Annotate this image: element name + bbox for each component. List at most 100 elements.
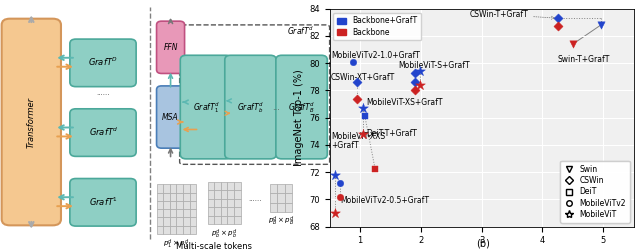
Bar: [170, 201, 177, 209]
Bar: [285, 184, 292, 193]
Bar: [214, 182, 221, 190]
Bar: [234, 216, 241, 224]
Bar: [207, 190, 214, 199]
Bar: [157, 217, 163, 226]
Text: GrafT$^D$: GrafT$^D$: [88, 56, 118, 68]
Bar: [285, 202, 292, 212]
Bar: [177, 192, 183, 201]
Bar: [189, 184, 196, 192]
Bar: [221, 199, 227, 207]
Bar: [170, 192, 177, 201]
Point: [358, 106, 368, 110]
Point: [352, 80, 362, 84]
Bar: [183, 209, 189, 217]
Bar: [214, 190, 221, 199]
Bar: [170, 226, 177, 234]
Text: GrafT$_b^d$: GrafT$_b^d$: [237, 100, 264, 115]
Bar: [183, 201, 189, 209]
Text: $p_1^d \times p_1^d$: $p_1^d \times p_1^d$: [163, 237, 189, 249]
Text: CSWin-XT+GrafT: CSWin-XT+GrafT: [331, 72, 395, 82]
Point: [335, 181, 345, 185]
Point: [348, 60, 358, 64]
Bar: [277, 202, 285, 212]
Bar: [227, 182, 234, 190]
Bar: [177, 201, 183, 209]
Text: MobileViT-XXS
+GrafT: MobileViT-XXS +GrafT: [331, 132, 385, 150]
Bar: [163, 217, 170, 226]
Bar: [207, 199, 214, 207]
Bar: [234, 199, 241, 207]
Bar: [214, 207, 221, 216]
Text: $p_B^d \times p_B^d$: $p_B^d \times p_B^d$: [268, 215, 294, 228]
FancyBboxPatch shape: [70, 39, 136, 87]
Bar: [157, 201, 163, 209]
Bar: [189, 217, 196, 226]
Bar: [170, 184, 177, 192]
Bar: [285, 193, 292, 202]
Bar: [183, 226, 189, 234]
Bar: [157, 226, 163, 234]
Bar: [270, 184, 277, 193]
Text: FFN: FFN: [163, 43, 178, 52]
Text: Swin-T+GrafT: Swin-T+GrafT: [557, 55, 610, 64]
Bar: [170, 209, 177, 217]
FancyBboxPatch shape: [225, 55, 276, 159]
Point: [568, 42, 578, 46]
Bar: [234, 190, 241, 199]
Bar: [163, 184, 170, 192]
Bar: [189, 226, 196, 234]
Bar: [207, 182, 214, 190]
Bar: [163, 209, 170, 217]
Bar: [227, 207, 234, 216]
Point: [352, 97, 362, 101]
Bar: [207, 216, 214, 224]
Point: [553, 24, 563, 28]
FancyBboxPatch shape: [70, 109, 136, 156]
Text: Multi-scale tokens: Multi-scale tokens: [176, 242, 252, 249]
Bar: [207, 207, 214, 216]
Text: GrafT$^d$: GrafT$^d$: [88, 126, 118, 138]
Text: DeiT-T+GrafT: DeiT-T+GrafT: [366, 129, 417, 138]
Bar: [221, 207, 227, 216]
Text: ...: ...: [272, 103, 280, 112]
Bar: [189, 192, 196, 201]
Bar: [221, 182, 227, 190]
Bar: [157, 192, 163, 201]
Text: GrafT$^d$: GrafT$^d$: [287, 25, 313, 37]
Point: [330, 173, 340, 177]
FancyBboxPatch shape: [157, 21, 184, 73]
FancyBboxPatch shape: [2, 19, 61, 225]
Text: GrafT$^1$: GrafT$^1$: [89, 195, 117, 208]
FancyBboxPatch shape: [180, 55, 232, 159]
Text: GrafT$_B^d$: GrafT$_B^d$: [288, 100, 315, 115]
Bar: [270, 202, 277, 212]
Text: ......: ......: [96, 90, 109, 96]
Point: [553, 16, 563, 20]
FancyBboxPatch shape: [276, 55, 327, 159]
Bar: [163, 226, 170, 234]
Text: ......: ......: [249, 196, 262, 202]
Text: Transformer: Transformer: [27, 96, 36, 148]
Bar: [183, 192, 189, 201]
Point: [360, 114, 370, 118]
Bar: [221, 216, 227, 224]
Bar: [227, 190, 234, 199]
Point: [410, 71, 420, 75]
Text: MobileViTv2-1.0+GrafT: MobileViTv2-1.0+GrafT: [332, 52, 420, 61]
Bar: [189, 209, 196, 217]
Legend: Swin, CSWin, DeiT, MobileViTv2, MobileViT: Swin, CSWin, DeiT, MobileViTv2, MobileVi…: [561, 161, 630, 223]
Bar: [157, 184, 163, 192]
Point: [335, 195, 345, 199]
Bar: [183, 184, 189, 192]
Bar: [177, 209, 183, 217]
Bar: [234, 182, 241, 190]
Bar: [277, 193, 285, 202]
Bar: [170, 217, 177, 226]
Bar: [189, 201, 196, 209]
Bar: [163, 192, 170, 201]
Text: CSWin-T+GrafT: CSWin-T+GrafT: [470, 10, 554, 19]
Point: [410, 88, 420, 92]
Bar: [277, 184, 285, 193]
Bar: [177, 184, 183, 192]
Text: GrafT$_1^d$: GrafT$_1^d$: [193, 100, 220, 115]
